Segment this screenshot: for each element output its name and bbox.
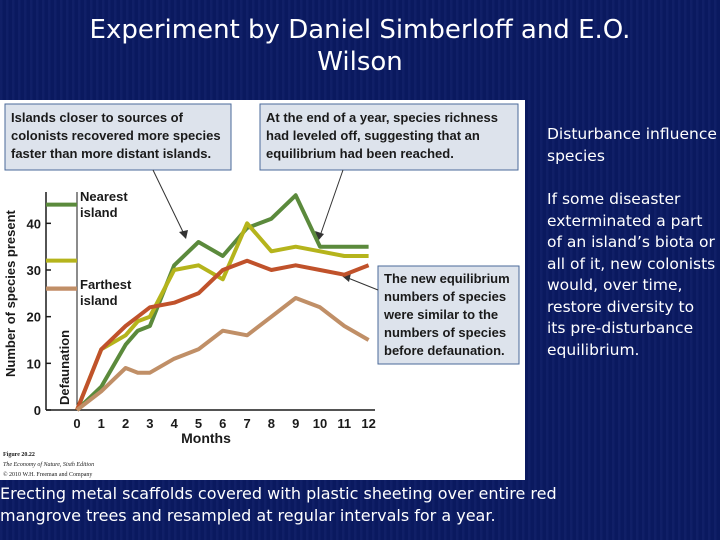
callout-right-line-1: The new equilibrium <box>384 271 510 286</box>
callout-top-line-1: At the end of a year, species richness <box>266 110 498 125</box>
x-tick-label: 8 <box>268 416 275 431</box>
bottom-text-line-1: Erecting metal scaffolds covered with pl… <box>0 484 557 503</box>
callout-right-line-5: before defaunation. <box>384 343 505 358</box>
x-tick-label: 2 <box>122 416 129 431</box>
caption-line-2: The Economy of Nature, Sixth Edition <box>3 461 94 468</box>
x-tick-label: 5 <box>195 416 202 431</box>
side-paragraph-2: If some diseaster exterminated a part of… <box>547 190 716 359</box>
slide-title: Experiment by Daniel Simberloff and E.O.… <box>40 14 680 78</box>
callout-box-right <box>377 265 520 365</box>
defaunation-label: Defaunation <box>57 330 72 405</box>
species-recovery-chart: Islands closer to sources of colonists r… <box>3 103 520 478</box>
y-tick-label: 30 <box>27 263 41 278</box>
side-text: Disturbance influence species If some di… <box>547 124 717 383</box>
x-axis-label: Months <box>181 430 231 446</box>
bottom-text-line-2: mangrove trees and resampled at regular … <box>0 506 496 525</box>
x-tick-label: 9 <box>292 416 299 431</box>
x-tick-label: 12 <box>361 416 375 431</box>
series-line-1 <box>75 193 369 412</box>
callout-box-top <box>259 103 519 171</box>
y-tick-label: 10 <box>27 356 41 371</box>
callout-top-line-3: equilibrium had been reached. <box>266 146 454 161</box>
label-nearest-line-1: Nearest <box>80 189 128 204</box>
arrow-right-callout <box>347 277 379 291</box>
arrow-top-callout <box>319 169 344 237</box>
figure-panel: Islands closer to sources of colonists r… <box>0 100 525 480</box>
x-tick-label: 4 <box>171 416 179 431</box>
y-tick-label: 20 <box>27 310 41 325</box>
x-tick-label: 11 <box>337 416 351 431</box>
arrow-left-callout <box>152 169 185 235</box>
callout-box-left <box>4 103 232 171</box>
bottom-text: Erecting metal scaffolds covered with pl… <box>0 483 720 527</box>
slide-title-line-1: Experiment by Daniel Simberloff and E.O. <box>89 15 631 45</box>
y-tick-label: 40 <box>27 216 41 231</box>
label-farthest-line-2: island <box>80 293 118 308</box>
callout-right-line-4: numbers of species <box>384 325 506 340</box>
x-tick-label: 10 <box>313 416 327 431</box>
callout-right-line-2: numbers of species <box>384 289 506 304</box>
callout-left-line-3: faster than more distant islands. <box>11 146 211 161</box>
x-tick-label: 3 <box>146 416 153 431</box>
arrow-left-head <box>179 230 188 239</box>
label-farthest-line-1: Farthest <box>80 277 132 292</box>
x-tick-label: 6 <box>219 416 226 431</box>
series-layer <box>46 193 370 412</box>
slide-title-line-2: Wilson <box>317 47 403 77</box>
callout-top-line-2: had leveled off, suggesting that an <box>266 128 480 143</box>
callout-left-line-2: colonists recovered more species <box>11 128 221 143</box>
series-line-3 <box>75 258 370 411</box>
caption-line-1: Figure 20.22 <box>3 452 35 458</box>
callout-right-line-3: were similar to the <box>383 307 498 322</box>
x-tick-label: 0 <box>73 416 80 431</box>
side-paragraph-1: Disturbance influence species <box>547 125 717 165</box>
callout-left-line-1: Islands closer to sources of <box>11 110 184 125</box>
series-line-2 <box>75 221 369 411</box>
x-tick-label: 1 <box>98 416 105 431</box>
x-tick-label: 7 <box>243 416 250 431</box>
y-tick-label: 0 <box>34 403 41 418</box>
caption-line-3: © 2010 W.H. Freeman and Company <box>3 471 92 478</box>
y-axis-label: Number of species present <box>3 209 18 377</box>
series-line-4 <box>75 296 370 412</box>
label-nearest-line-2: island <box>80 205 118 220</box>
